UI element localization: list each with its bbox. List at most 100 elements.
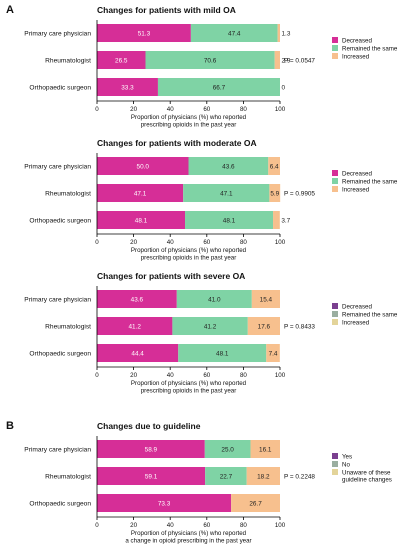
- data-label: 44.4: [131, 350, 144, 357]
- bar-segment: [277, 24, 280, 42]
- x-tick-label: 100: [275, 522, 286, 529]
- panel-title: Changes for patients with severe OA: [97, 271, 245, 281]
- category-label: Orthopaedic surgeon: [29, 84, 91, 91]
- x-axis-label: prescribing opioids in the past year: [141, 122, 237, 129]
- data-label: 17.6: [258, 323, 271, 330]
- data-label: 0: [282, 84, 286, 91]
- x-tick-label: 0: [95, 106, 99, 113]
- bar-segment: [231, 494, 280, 512]
- x-axis-label: Proportion of physicians (%) who reporte…: [131, 114, 247, 121]
- data-label: 43.6: [131, 296, 144, 303]
- data-label: 26.5: [115, 57, 128, 64]
- data-label: 15.4: [260, 296, 273, 303]
- data-label: 41.2: [204, 323, 217, 330]
- bar-segment: [97, 78, 158, 96]
- bar-segment: [273, 211, 280, 229]
- panel-title: Changes due to guideline: [97, 421, 201, 431]
- p-value-label: P = 0.8433: [284, 323, 315, 330]
- data-label: 59.1: [145, 473, 158, 480]
- x-tick-label: 60: [203, 522, 210, 529]
- category-label: Rheumatologist: [45, 190, 91, 197]
- x-tick-label: 60: [203, 239, 210, 246]
- bar-segment: [97, 157, 189, 175]
- legend-swatch: [332, 453, 338, 459]
- bar-segment: [97, 440, 205, 458]
- x-axis-label: Proportion of physicians (%) who reporte…: [131, 530, 247, 537]
- category-label: Primary care physician: [24, 30, 91, 37]
- legend-label: Increased: [342, 187, 370, 194]
- bar-segment: [176, 290, 252, 308]
- x-tick-label: 0: [95, 372, 99, 379]
- chart-panel-1: A Changes for patients with mild OA Primar…: [6, 4, 398, 129]
- bar-segment: [172, 317, 248, 335]
- bar-segment: [190, 24, 278, 42]
- bar-segment: [204, 440, 251, 458]
- bar-segment: [251, 290, 280, 308]
- data-label: 66.7: [213, 84, 226, 91]
- chart-panel-2: Changes for patients with moderate OA Pri…: [24, 138, 398, 262]
- data-label: 48.1: [135, 217, 148, 224]
- category-label: Rheumatologist: [45, 473, 91, 480]
- x-tick-label: 40: [167, 239, 174, 246]
- p-value-label: P = 0.0547: [284, 57, 315, 64]
- data-label: 51.3: [138, 30, 151, 37]
- bar-segment: [185, 211, 274, 229]
- data-label: 41.0: [208, 296, 221, 303]
- category-label: Rheumatologist: [45, 323, 91, 330]
- chart-panel-3: Changes for patients with severe OA Prima…: [24, 271, 398, 395]
- legend-label: No: [342, 462, 350, 469]
- bar-segment: [97, 51, 146, 69]
- x-axis-label: prescribing opioids in the past year: [141, 388, 237, 395]
- legend-swatch: [332, 311, 338, 317]
- x-tick-label: 40: [167, 372, 174, 379]
- category-label: Orthopaedic surgeon: [29, 350, 91, 357]
- legend-label: Increased: [342, 54, 370, 61]
- x-tick-label: 20: [130, 106, 137, 113]
- bar-segment: [250, 440, 280, 458]
- p-value-label: P = 0.9905: [284, 190, 315, 197]
- x-tick-label: 20: [130, 372, 137, 379]
- p-value-label: P = 0.2248: [284, 473, 315, 480]
- x-tick-label: 20: [130, 522, 137, 529]
- x-tick-label: 60: [203, 106, 210, 113]
- legend-label: Decreased: [342, 38, 372, 45]
- data-label: 48.1: [223, 217, 236, 224]
- bar-segment: [268, 157, 280, 175]
- bar-segment: [247, 317, 280, 335]
- bar-segment: [157, 78, 280, 96]
- data-label: 1.3: [282, 30, 291, 37]
- panel-letter: B: [6, 420, 14, 432]
- data-label: 22.7: [220, 473, 233, 480]
- panel-letter: A: [6, 4, 14, 16]
- bar-segment: [269, 184, 281, 202]
- legend-swatch: [332, 178, 338, 184]
- legend-swatch: [332, 53, 338, 59]
- data-label: 47.1: [220, 190, 233, 197]
- bar-segment: [97, 24, 191, 42]
- x-tick-label: 80: [240, 106, 247, 113]
- data-label: 33.3: [121, 84, 134, 91]
- x-axis-label: Proportion of physicians (%) who reporte…: [131, 247, 247, 254]
- chart-panel-4: B Changes due to guideline Primary care ph…: [6, 420, 392, 545]
- data-label: 16.1: [259, 446, 272, 453]
- x-tick-label: 100: [275, 106, 286, 113]
- data-label: 25.0: [221, 446, 234, 453]
- legend-swatch: [332, 186, 338, 192]
- data-label: 18.2: [257, 473, 270, 480]
- legend-swatch: [332, 469, 338, 475]
- bar-segment: [205, 467, 247, 485]
- data-label: 58.9: [145, 446, 158, 453]
- legend-label: Increased: [342, 320, 370, 327]
- x-tick-label: 40: [167, 106, 174, 113]
- data-label: 41.2: [128, 323, 141, 330]
- category-label: Orthopaedic surgeon: [29, 217, 91, 224]
- bar-segment: [97, 317, 173, 335]
- x-tick-label: 80: [240, 372, 247, 379]
- x-tick-label: 100: [275, 372, 286, 379]
- category-label: Rheumatologist: [45, 57, 91, 64]
- x-tick-label: 40: [167, 522, 174, 529]
- bar-segment: [178, 344, 267, 362]
- x-axis-label: a change in opioid prescribing in the pa…: [125, 538, 251, 545]
- x-tick-label: 60: [203, 372, 210, 379]
